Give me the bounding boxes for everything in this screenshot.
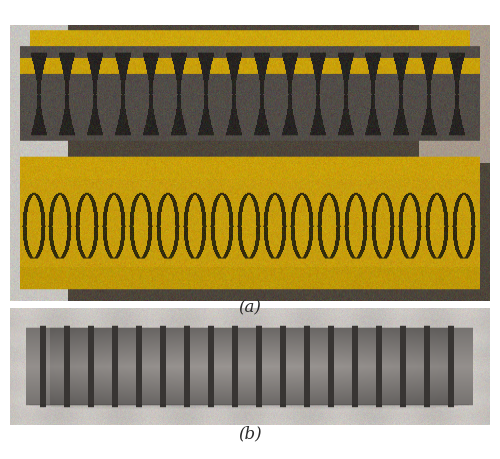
Text: (b): (b) <box>238 425 262 442</box>
Text: (a): (a) <box>238 299 262 316</box>
